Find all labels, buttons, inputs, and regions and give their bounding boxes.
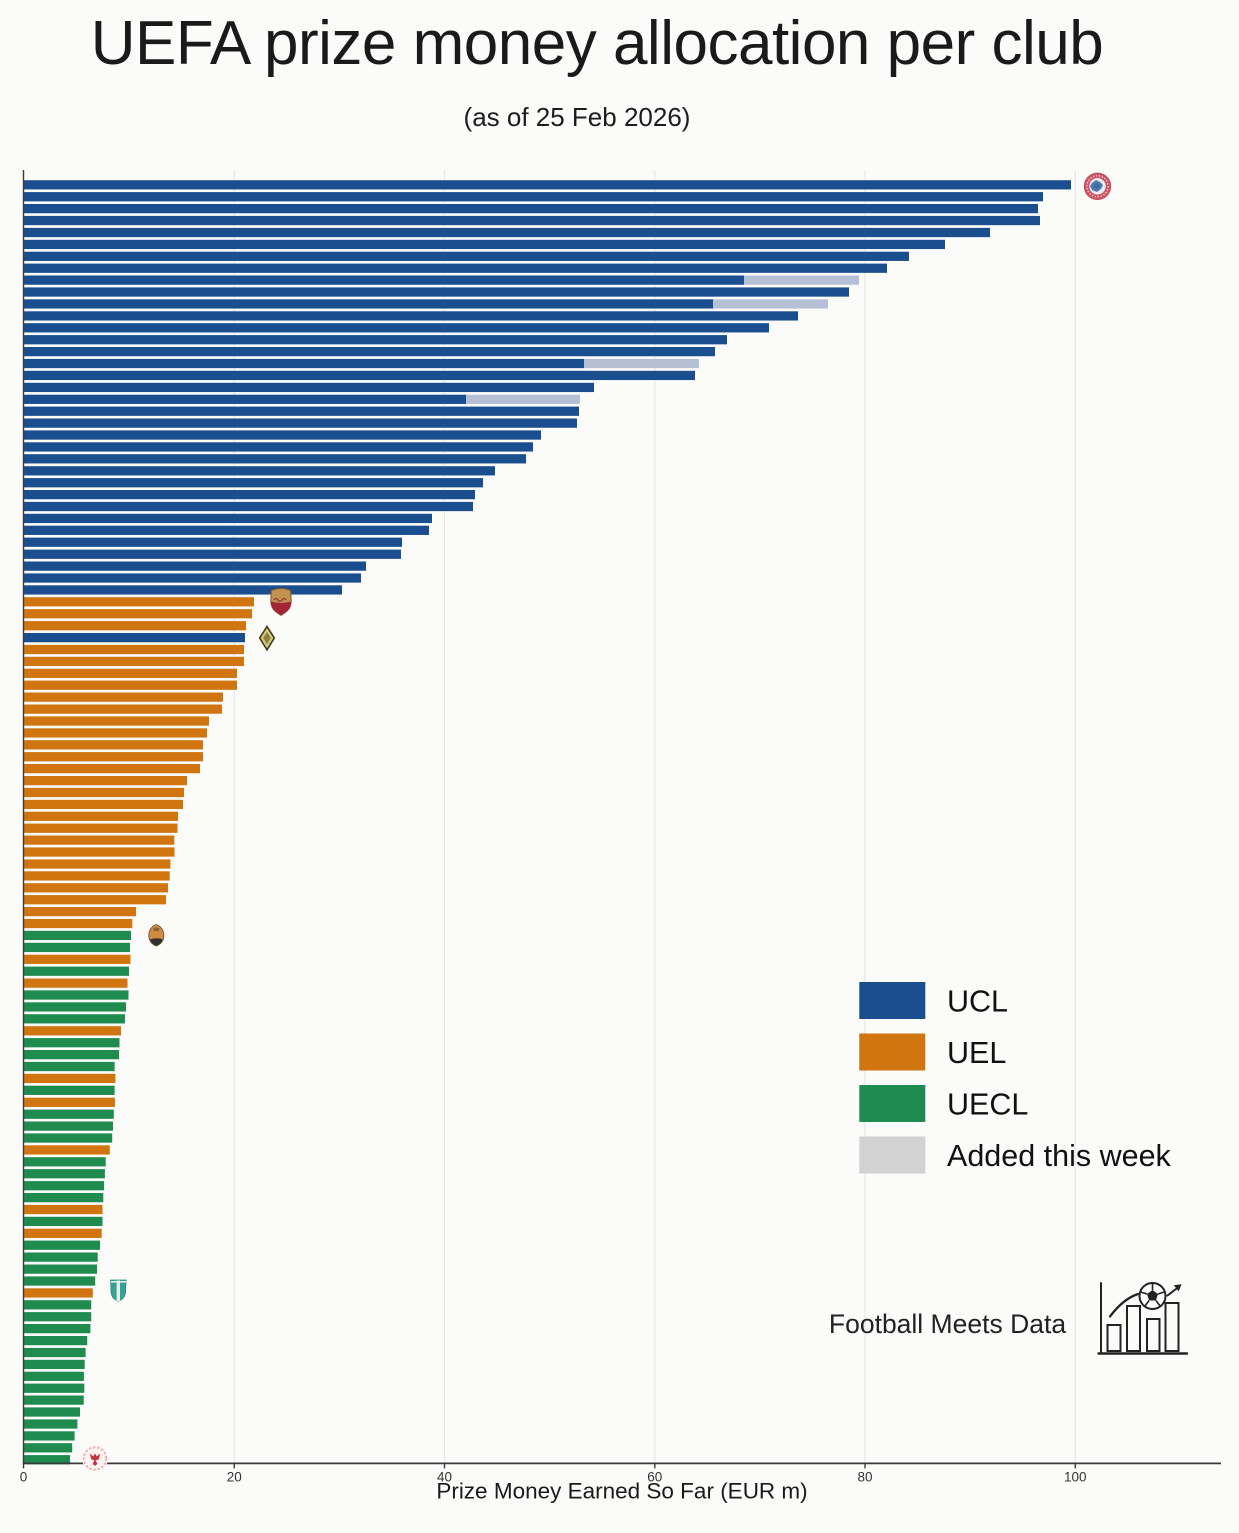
svg-text:Added this week: Added this week	[947, 1139, 1172, 1173]
svg-text:UECL: UECL	[947, 1088, 1028, 1122]
svg-text:0: 0	[20, 1470, 28, 1485]
svg-text:80: 80	[857, 1470, 872, 1485]
svg-text:100: 100	[1064, 1470, 1087, 1485]
svg-text:20: 20	[227, 1470, 242, 1485]
svg-text:Football Meets Data: Football Meets Data	[829, 1309, 1066, 1339]
svg-text:UCL: UCL	[947, 985, 1008, 1019]
svg-text:UEL: UEL	[947, 1036, 1006, 1070]
svg-text:(as of 25 Feb 2026): (as of 25 Feb 2026)	[464, 102, 691, 132]
svg-text:UEFA prize money allocation pe: UEFA prize money allocation per club	[91, 9, 1103, 78]
svg-text:40: 40	[437, 1470, 452, 1485]
svg-text:60: 60	[647, 1470, 662, 1485]
svg-text:Prize Money Earned So Far (EUR: Prize Money Earned So Far (EUR m)	[436, 1479, 807, 1504]
